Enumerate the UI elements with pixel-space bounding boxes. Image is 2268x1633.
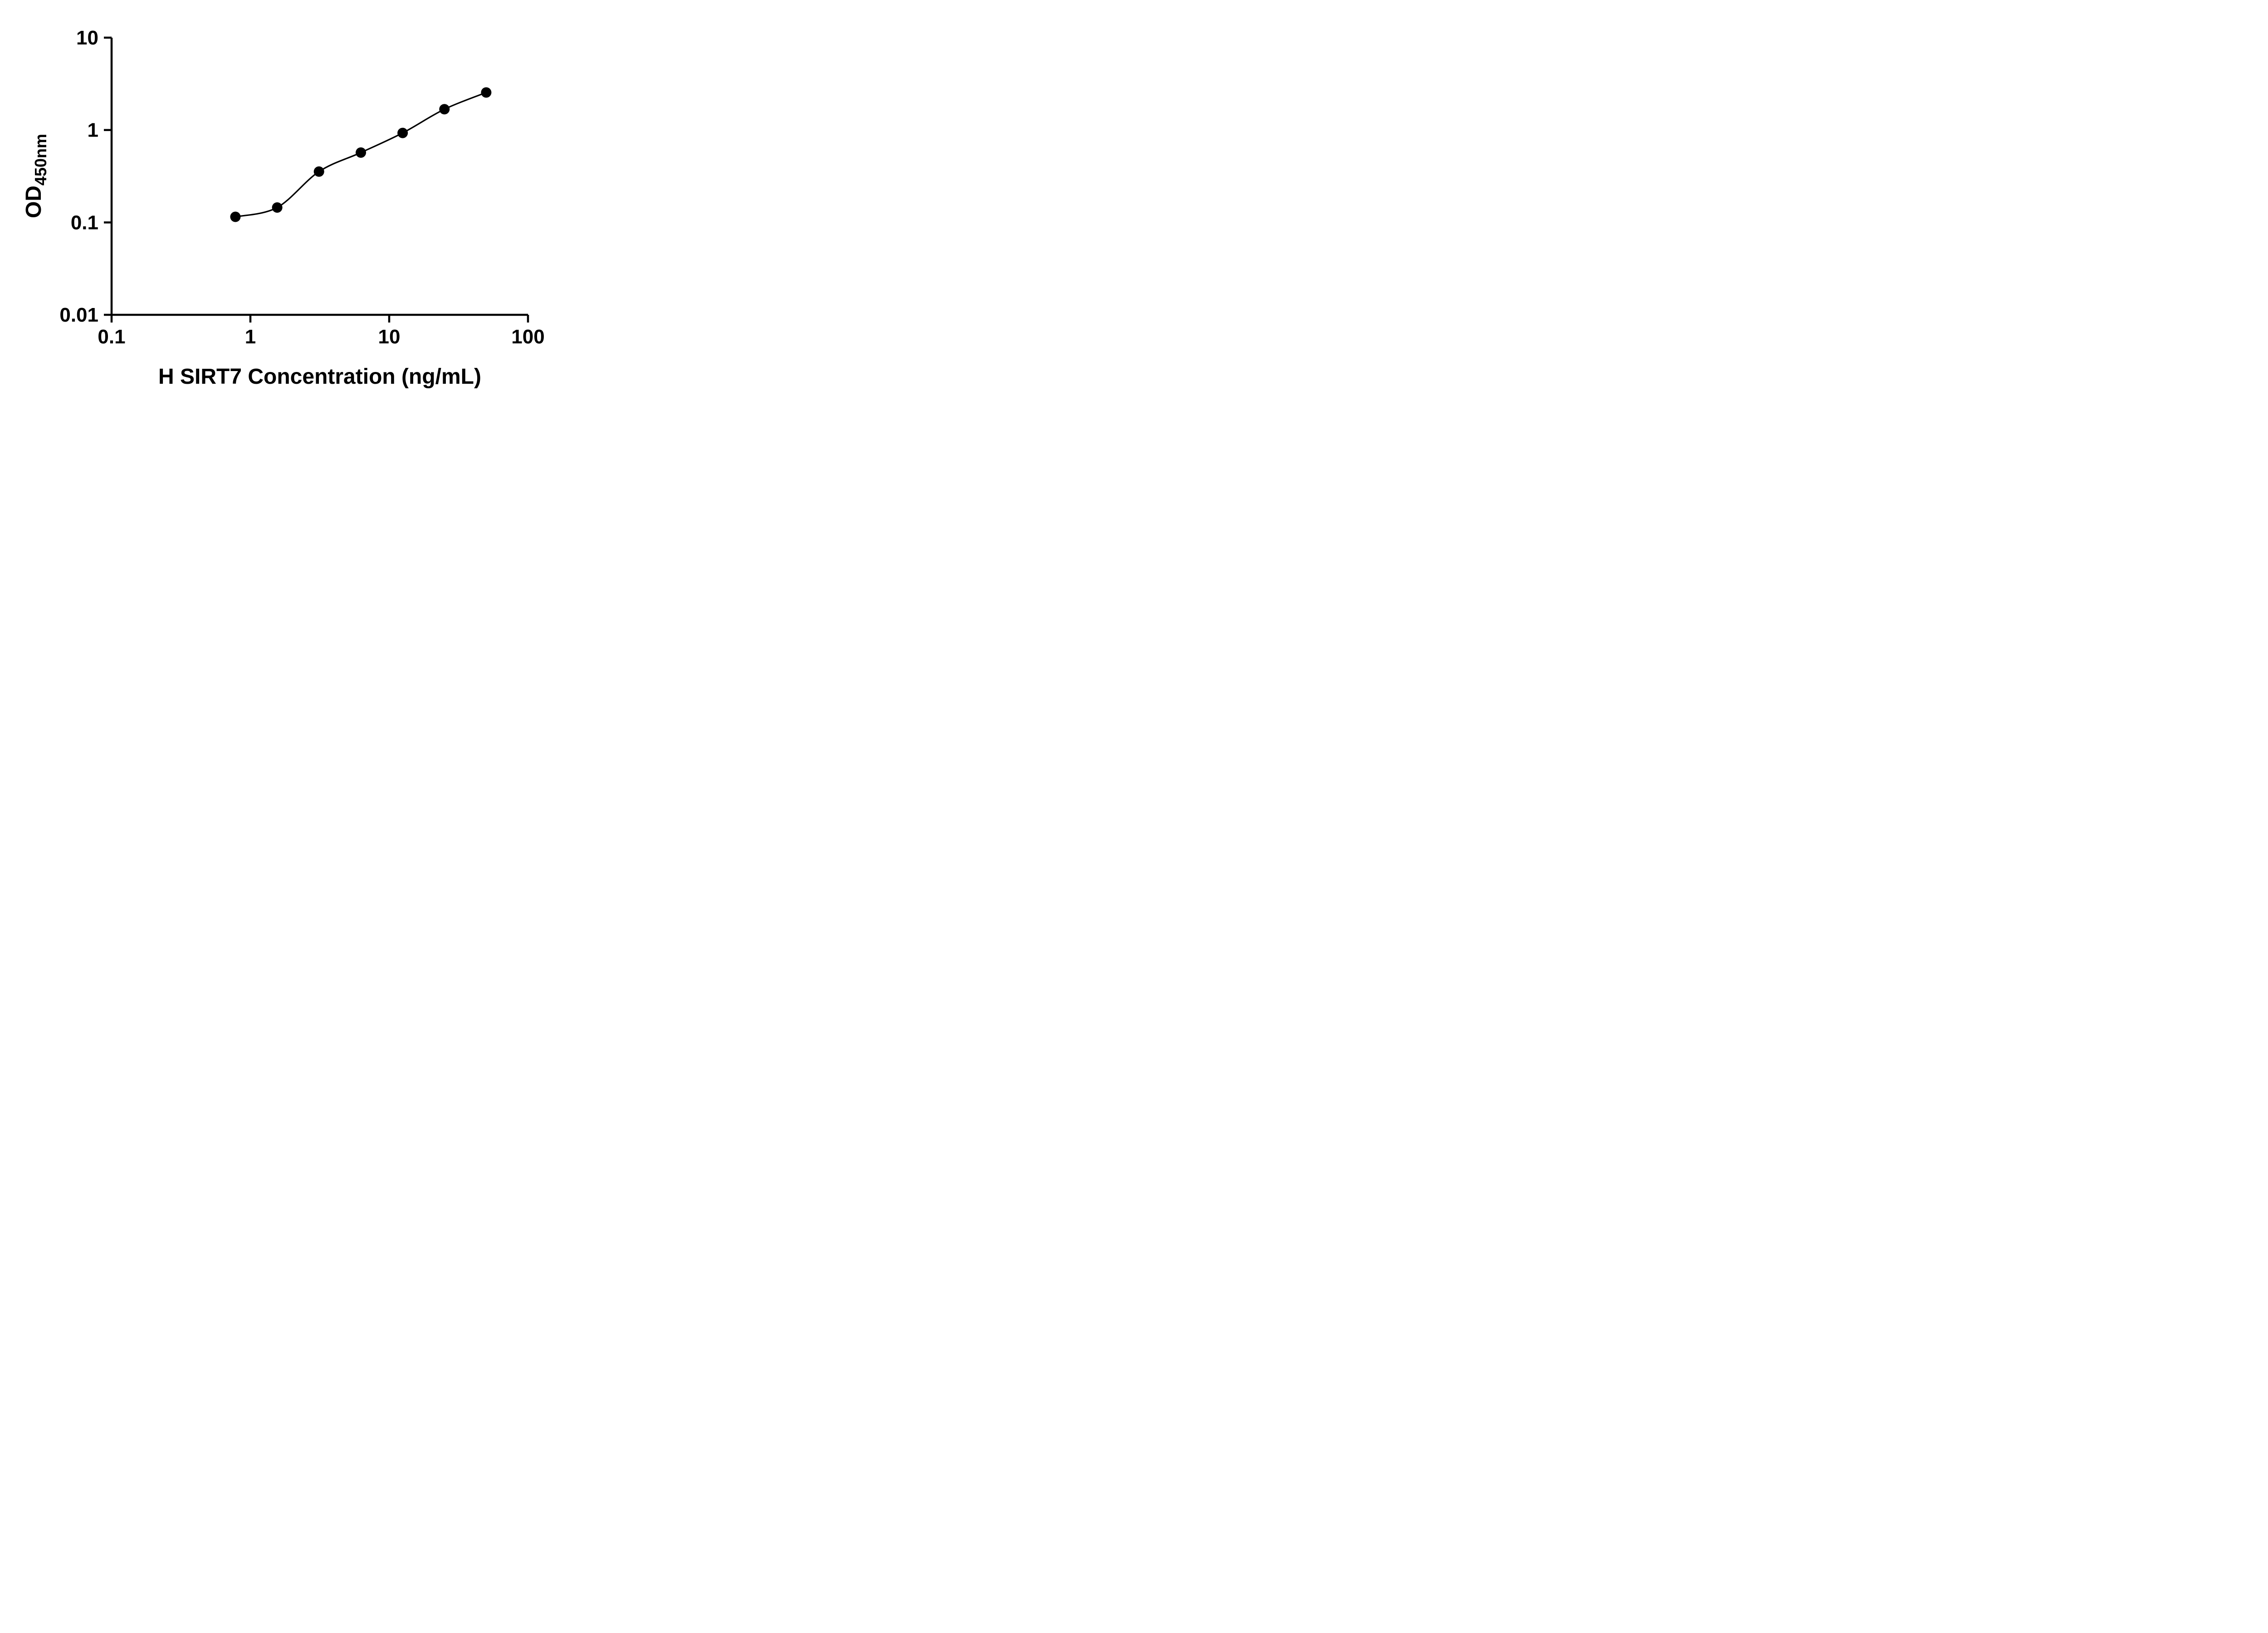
x-tick-label: 100 (511, 326, 544, 348)
y-tick-label: 10 (76, 27, 98, 49)
data-point (313, 166, 324, 177)
x-axis-title: H SIRT7 Concentration (ng/mL) (158, 365, 481, 389)
data-point (439, 104, 450, 115)
elisa-standard-curve-chart: 0.1 1 10 100 0.01 0.1 1 10 H SIRT7 Concentratio… (0, 0, 583, 408)
x-tick-label: 0.1 (98, 326, 125, 348)
y-tick-label: 0.1 (71, 211, 98, 234)
data-point (356, 147, 367, 158)
data-point (230, 211, 241, 222)
y-tick-label: 0.01 (59, 304, 98, 326)
y-axis-title: OD450nm (22, 134, 50, 218)
x-tick-label: 1 (245, 326, 256, 348)
y-tick-label: 1 (88, 119, 98, 142)
data-point (481, 87, 492, 98)
x-tick-label: 10 (378, 326, 401, 348)
data-point (272, 202, 283, 213)
y-axis-title-main: OD (22, 186, 46, 218)
data-point (397, 127, 408, 138)
y-axis-title-subscript: 450nm (31, 134, 50, 186)
